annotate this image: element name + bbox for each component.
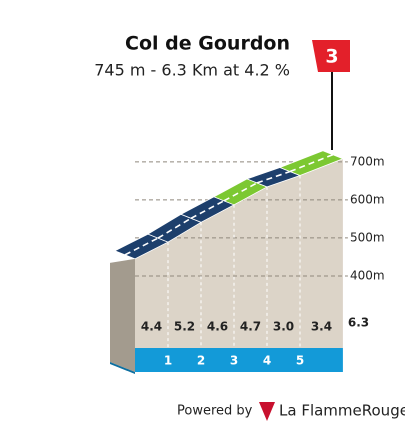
gradient-label: 3.4 xyxy=(311,320,332,334)
y-tick-label: 500m xyxy=(350,230,385,244)
road-dash xyxy=(289,153,334,173)
x-tick-label: 4 xyxy=(263,354,271,368)
chart-title: Col de Gourdon xyxy=(125,33,290,55)
y-tick-label: 400m xyxy=(350,268,385,282)
base-side xyxy=(110,362,135,374)
x-tick-label: 1 xyxy=(164,354,172,368)
gradient-label: 3.0 xyxy=(273,320,294,334)
chart-subtitle: 745 m - 6.3 Km at 4.2 % xyxy=(94,61,290,80)
gradient-label: 4.7 xyxy=(240,320,261,334)
road-dash xyxy=(124,237,159,256)
road-dash xyxy=(157,217,192,239)
x-tick-label: 5 xyxy=(296,354,304,368)
gradient-label: 5.2 xyxy=(174,320,195,334)
distance-label: 6.3 xyxy=(348,316,369,330)
front-face xyxy=(135,158,343,348)
gradient-label: 4.6 xyxy=(207,320,228,334)
footer-powered: Powered by xyxy=(177,404,253,419)
side-face xyxy=(110,258,135,372)
brand-logo xyxy=(259,402,275,421)
road-dash xyxy=(256,170,291,184)
y-tick-label: 600m xyxy=(350,192,385,206)
gradient-label: 4.4 xyxy=(141,320,162,334)
footer-brand: La FlammeRouge xyxy=(279,402,405,420)
x-tick-label: 2 xyxy=(197,354,205,368)
category-badge xyxy=(312,40,350,72)
y-tick-label: 700m xyxy=(350,154,385,168)
x-tick-label: 3 xyxy=(230,354,238,368)
base-band xyxy=(135,348,343,372)
category-label: 3 xyxy=(325,46,338,68)
road-dash xyxy=(190,200,225,220)
road-dash xyxy=(223,182,258,202)
